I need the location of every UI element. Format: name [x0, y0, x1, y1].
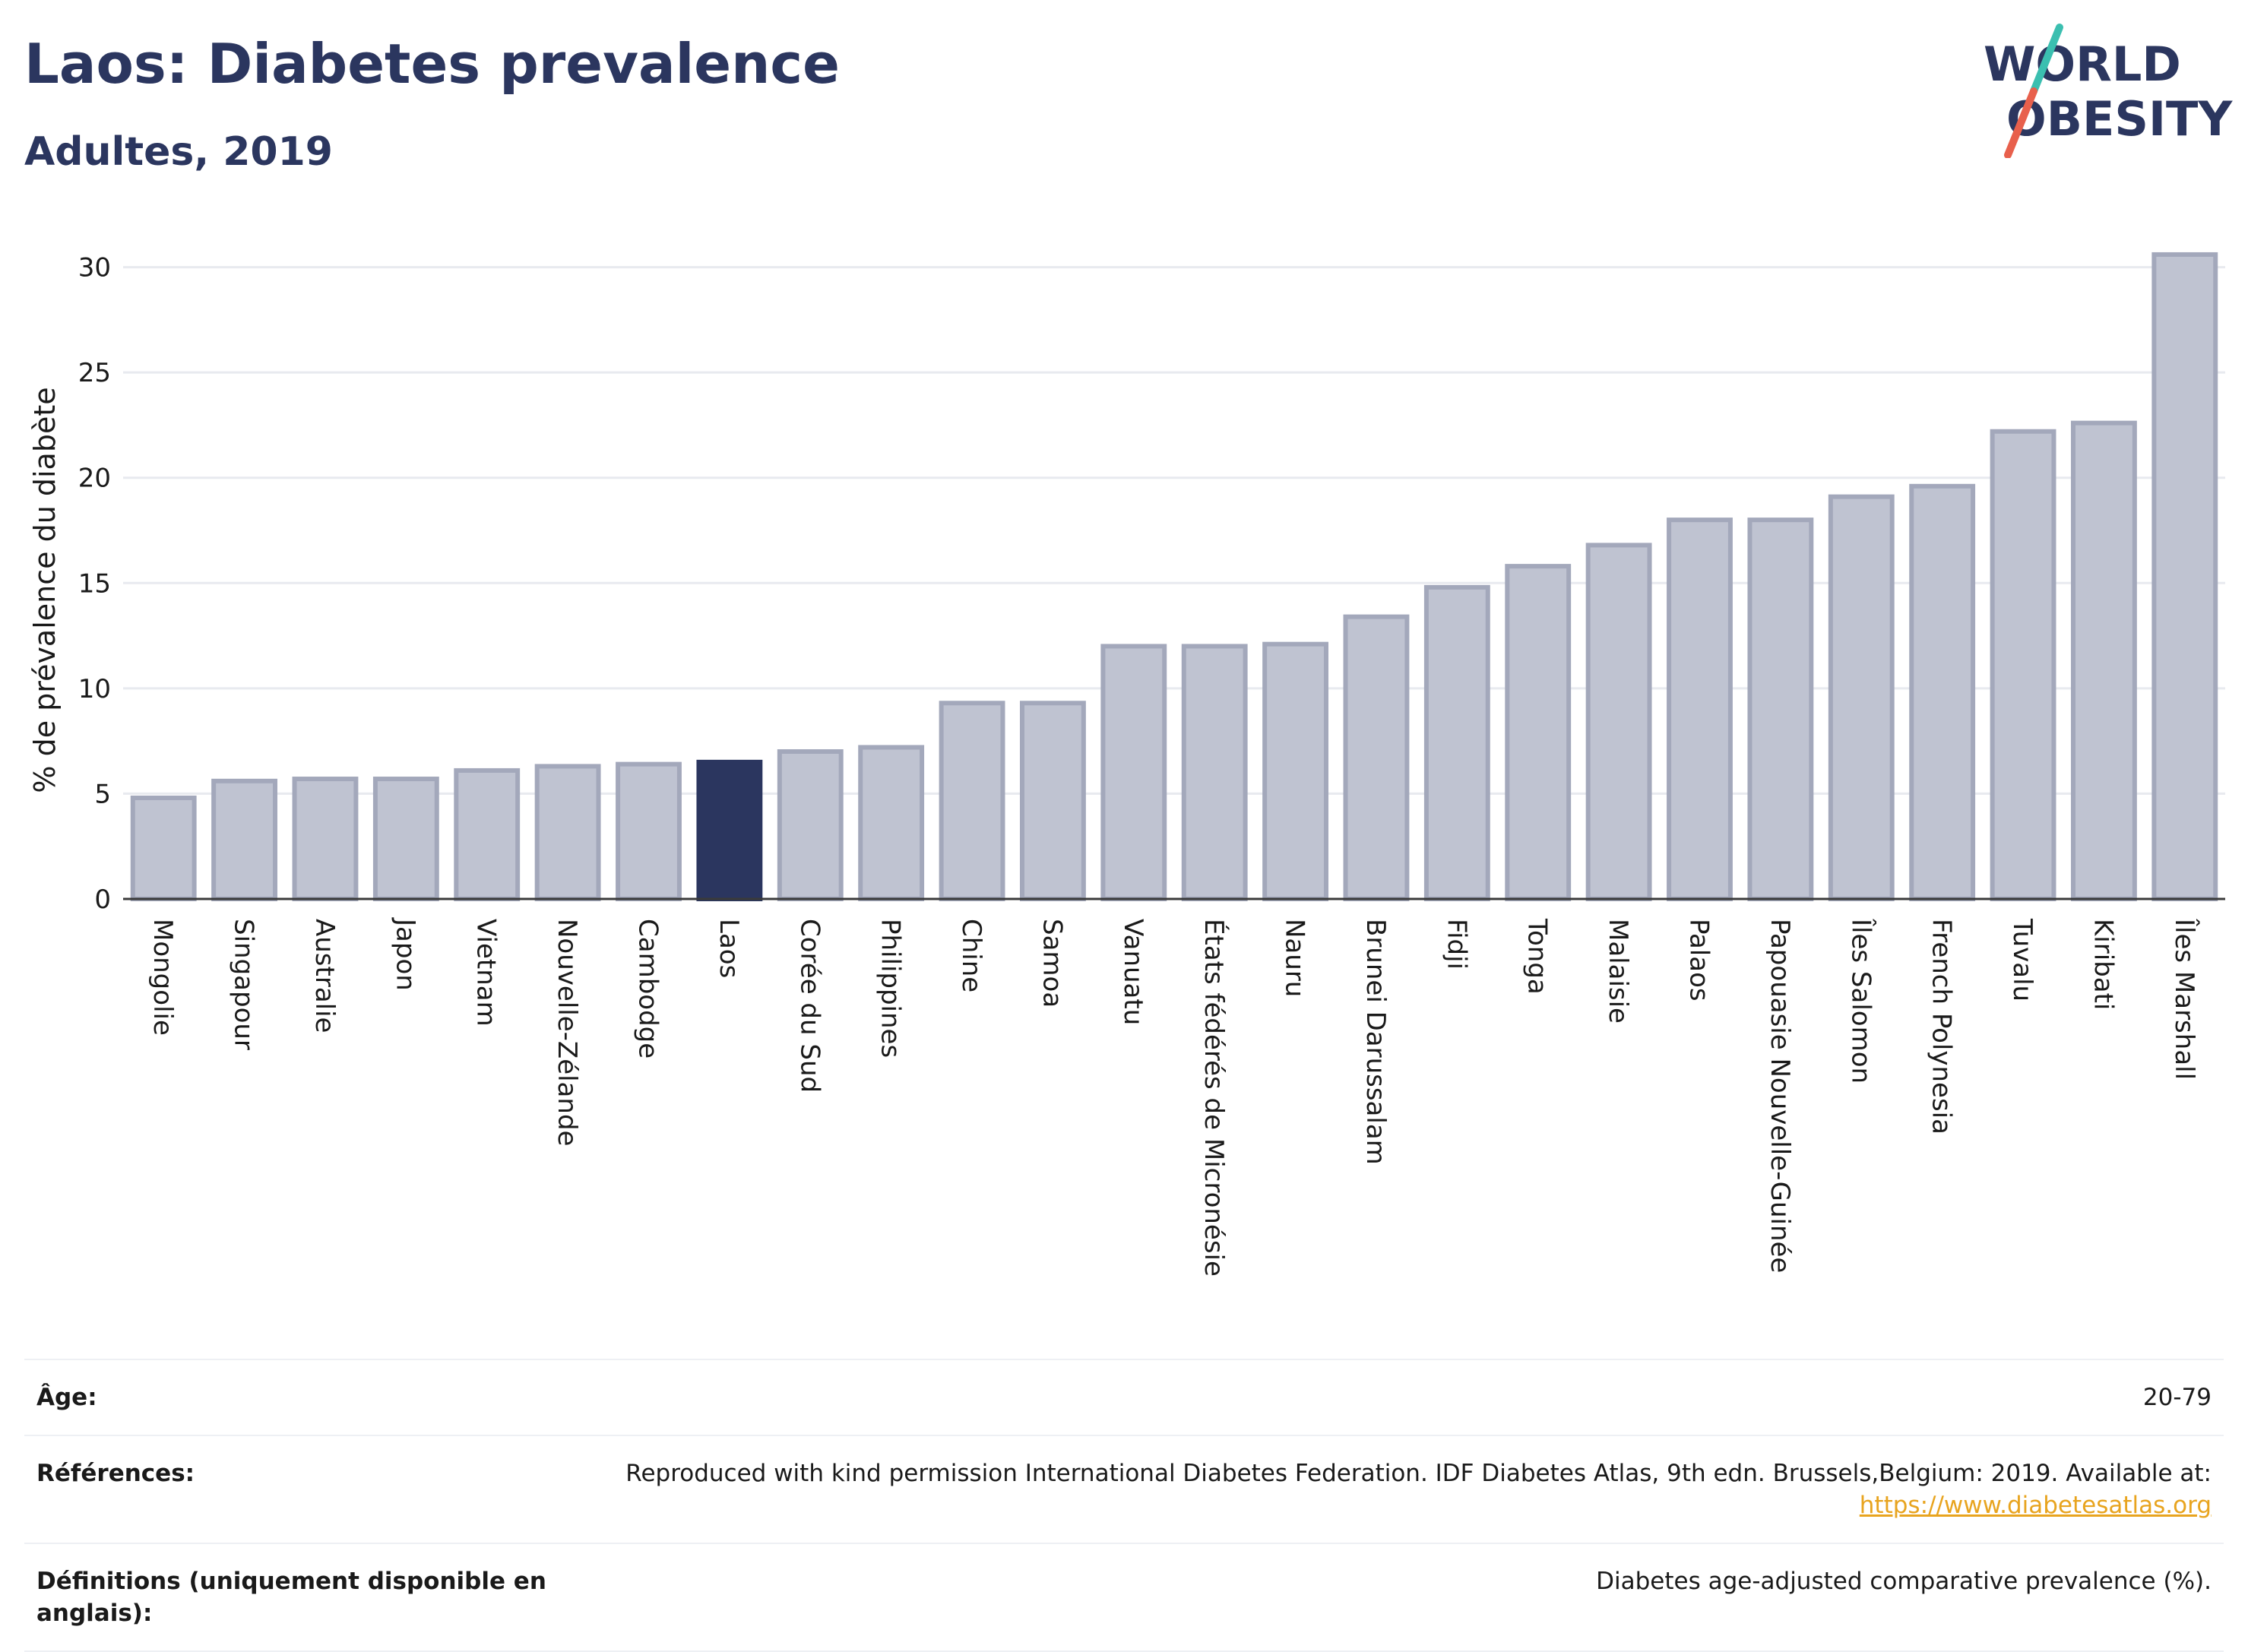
- bar-tuvalu[interactable]: [1990, 429, 2056, 901]
- world-obesity-logo: WORLD OBESITY: [1976, 21, 2234, 159]
- y-tick-label: 5: [94, 779, 111, 809]
- x-tick-label: Chine: [956, 919, 986, 992]
- bar-mongolie[interactable]: [130, 795, 197, 901]
- x-tick-label: États fédérés de Micronésie: [1198, 919, 1230, 1277]
- x-tick-label: Singapour: [229, 919, 259, 1050]
- bar-cambodge[interactable]: [616, 761, 682, 902]
- logo-slash-top: [2030, 24, 2063, 95]
- y-tick-label: 20: [78, 464, 111, 494]
- x-tick-label: Malaisie: [1603, 919, 1633, 1024]
- x-tick-label: Japon: [390, 917, 420, 991]
- references-label: Références:: [36, 1460, 195, 1487]
- x-tick-label: Mongolie: [147, 919, 178, 1036]
- x-tick-label: Vietnam: [471, 919, 502, 1027]
- x-tick-label: Nauru: [1280, 919, 1310, 997]
- info-row-references: Références: Reproduced with kind permiss…: [24, 1436, 2224, 1544]
- bar-tonga[interactable]: [1505, 564, 1572, 901]
- x-tick-label: Samoa: [1037, 919, 1067, 1008]
- x-tick-label: Vanuatu: [1118, 919, 1148, 1025]
- x-tick-label: Palaos: [1684, 919, 1714, 1002]
- x-axis-labels: Mongolie Singapour Australie Japon Vietnam No…: [147, 917, 2200, 1277]
- bar--tats-f-d-r-s-de-micron-sie[interactable]: [1181, 644, 1248, 902]
- info-row-age: Âge: 20-79: [24, 1360, 2224, 1436]
- x-tick-label: Corée du Sud: [794, 919, 825, 1093]
- y-tick-label: 0: [94, 885, 111, 915]
- bar-chine[interactable]: [939, 701, 1005, 901]
- bar-laos[interactable]: [696, 759, 763, 901]
- x-tick-label: Nouvelle-Zélande: [552, 919, 582, 1146]
- y-axis-label: % de prévalence du diabète: [28, 387, 62, 793]
- bar-papouasie-nouvelle-guin-e[interactable]: [1747, 517, 1814, 902]
- bar-brunei-darussalam[interactable]: [1343, 614, 1410, 902]
- bar--les-marshall[interactable]: [2151, 252, 2218, 901]
- logo-slash-bottom: [2004, 87, 2037, 159]
- bar-french-polynesia[interactable]: [1909, 483, 1976, 901]
- info-table: Âge: 20-79 Références: Reproduced with k…: [24, 1359, 2224, 1652]
- bar-palaos[interactable]: [1667, 517, 1733, 902]
- info-row-definitions: Définitions (uniquement disponible en an…: [24, 1544, 2224, 1652]
- bar-philippines[interactable]: [858, 745, 925, 902]
- page-subtitle: Adultes, 2019: [24, 129, 333, 175]
- bar-nouvelle-z-lande[interactable]: [534, 764, 601, 902]
- age-label: Âge:: [36, 1384, 97, 1411]
- definitions-value: Diabetes age-adjusted comparative preval…: [1596, 1568, 2212, 1595]
- definitions-label: Définitions (uniquement disponible en an…: [36, 1568, 546, 1627]
- y-tick-label: 10: [78, 674, 111, 704]
- page-title: Laos: Diabetes prevalence: [24, 32, 840, 96]
- bar-cor-e-du-sud[interactable]: [777, 749, 844, 901]
- bar-australie[interactable]: [292, 777, 359, 901]
- x-tick-label: Cambodge: [633, 919, 663, 1059]
- x-tick-label: Brunei Darussalam: [1360, 919, 1391, 1165]
- references-link[interactable]: https://www.diabetesatlas.org: [1859, 1492, 2212, 1519]
- x-tick-label: Kiribati: [2088, 919, 2118, 1010]
- x-tick-label: Australie: [309, 919, 340, 1033]
- x-tick-label: Tuvalu: [2007, 918, 2037, 1002]
- bar-vietnam[interactable]: [454, 767, 521, 902]
- y-axis-ticks: 0 5 10 15 20 25 30: [78, 253, 111, 915]
- references-value: Reproduced with kind permission Internat…: [625, 1457, 2212, 1521]
- y-tick-label: 25: [78, 358, 111, 388]
- logo-line2: OBESITY: [2006, 91, 2233, 147]
- y-tick-label: 15: [78, 568, 111, 599]
- references-text: Reproduced with kind permission Internat…: [625, 1460, 2212, 1487]
- bar-japon[interactable]: [372, 777, 439, 901]
- bar-kiribati[interactable]: [2070, 420, 2137, 901]
- bar-malaisie[interactable]: [1585, 543, 1652, 902]
- x-tick-label: Fidji: [1441, 919, 1471, 970]
- x-tick-label: Laos: [714, 919, 744, 978]
- bar-samoa[interactable]: [1019, 701, 1086, 901]
- bar-vanuatu[interactable]: [1100, 644, 1167, 902]
- bar-singapour[interactable]: [211, 778, 278, 902]
- x-tick-label: Papouasie Nouvelle-Guinée: [1765, 919, 1795, 1273]
- x-tick-label: Philippines: [875, 919, 906, 1058]
- x-tick-label: French Polynesia: [1927, 919, 1957, 1135]
- bar-fidji[interactable]: [1423, 584, 1490, 901]
- y-tick-label: 30: [78, 253, 111, 283]
- bar-chart: 0 5 10 15 20 25 30 Mongolie Singapour Australie J…: [28, 252, 2225, 1277]
- x-tick-label: Îles Marshall: [2169, 918, 2200, 1080]
- logo-line1: WORLD: [1984, 36, 2181, 92]
- chart-bars: [130, 252, 2218, 902]
- world-obesity-logo-mark: WORLD OBESITY: [1984, 24, 2233, 159]
- age-value: 20-79: [2142, 1384, 2212, 1411]
- bar--les-salomon[interactable]: [1828, 494, 1895, 901]
- x-tick-label: Îles Salomon: [1845, 918, 1876, 1084]
- bar-nauru[interactable]: [1262, 641, 1329, 902]
- x-tick-label: Tonga: [1522, 918, 1553, 995]
